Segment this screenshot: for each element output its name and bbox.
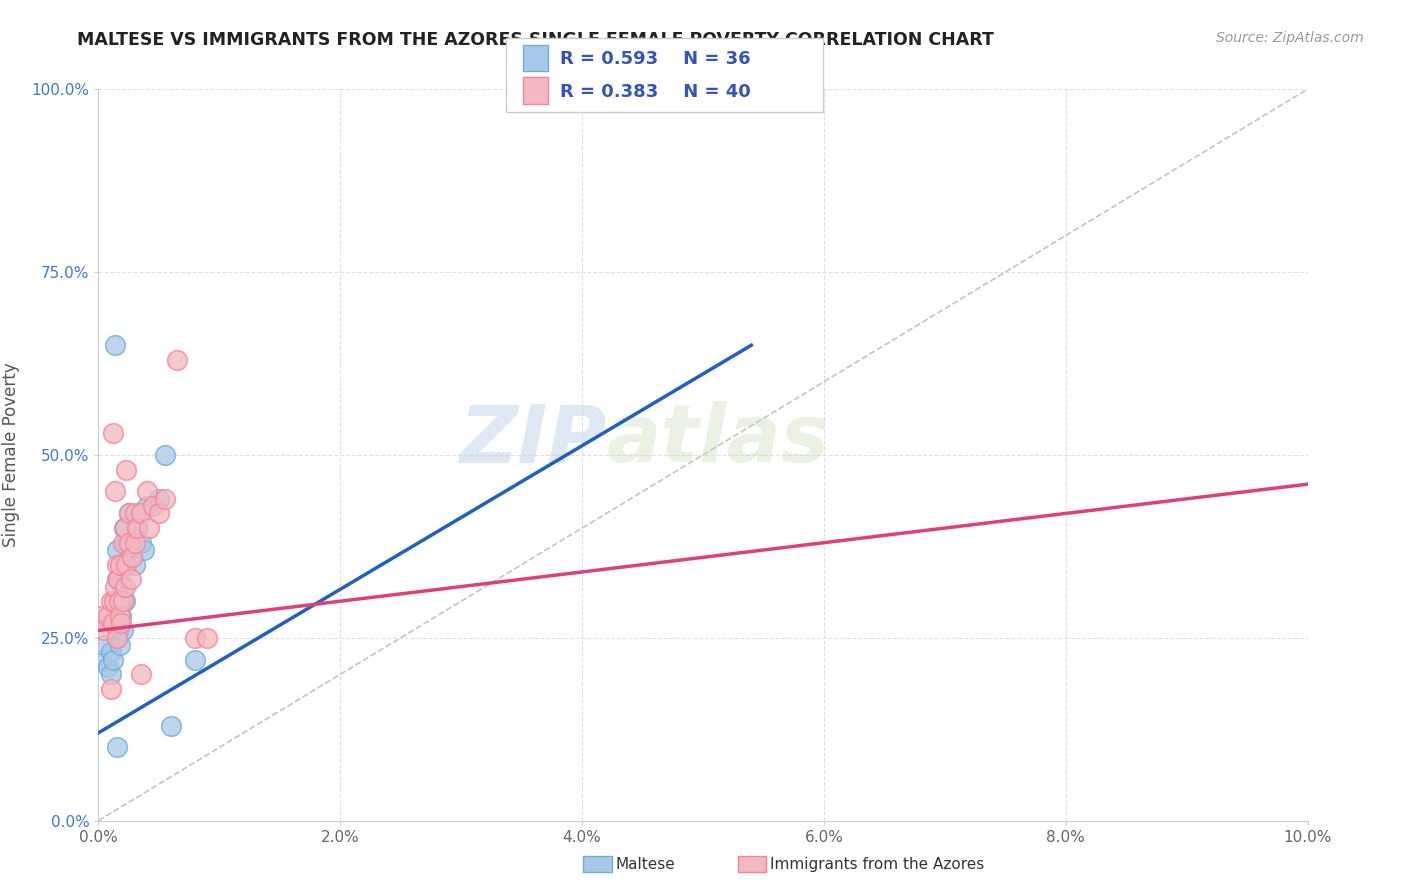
Point [111, 624, 134, 638]
Text: MALTESE VS IMMIGRANTS FROM THE AZORES SINGLE FEMALE POVERTY CORRELATION CHART: MALTESE VS IMMIGRANTS FROM THE AZORES SI… [77, 31, 994, 49]
Point [100, 645, 122, 659]
Point [104, 484, 127, 499]
Point [101, 616, 124, 631]
Point [112, 558, 135, 572]
Point [166, 352, 188, 367]
Point [148, 491, 170, 506]
Point [129, 667, 152, 681]
Text: R = 0.593    N = 36: R = 0.593 N = 36 [560, 50, 751, 68]
Point [118, 535, 141, 549]
Point [114, 580, 136, 594]
Point [110, 608, 132, 623]
Point [153, 448, 176, 462]
Point [112, 521, 135, 535]
Point [184, 653, 207, 667]
Point [195, 631, 218, 645]
Point [105, 558, 128, 572]
Point [118, 507, 141, 521]
Point [121, 550, 143, 565]
Point [108, 558, 131, 572]
Point [115, 535, 138, 549]
Point [148, 507, 170, 521]
Point [124, 535, 146, 549]
Point [101, 425, 124, 440]
Point [118, 550, 141, 565]
Point [121, 550, 143, 565]
Point [108, 624, 131, 638]
Point [108, 594, 131, 608]
Point [105, 572, 128, 586]
Y-axis label: Single Female Poverty: Single Female Poverty [3, 363, 20, 547]
Point [100, 594, 122, 608]
Point [97, 660, 120, 674]
Point [127, 521, 149, 535]
Point [100, 681, 122, 696]
Point [105, 543, 128, 558]
Point [142, 499, 165, 513]
Point [120, 572, 142, 586]
Point [138, 521, 160, 535]
Point [115, 462, 138, 476]
Point [93, 638, 115, 652]
Point [105, 631, 128, 645]
Point [104, 580, 127, 594]
Point [105, 740, 128, 755]
Point [135, 484, 157, 499]
Point [115, 558, 138, 572]
Text: ZIP: ZIP [458, 401, 606, 479]
Point [127, 521, 149, 535]
Text: Source: ZipAtlas.com: Source: ZipAtlas.com [1216, 31, 1364, 45]
Point [124, 558, 146, 572]
Text: Maltese: Maltese [616, 857, 675, 871]
Point [184, 631, 207, 645]
Point [108, 594, 131, 608]
Point [107, 616, 129, 631]
Point [134, 543, 156, 558]
Point [129, 535, 152, 549]
Point [108, 608, 131, 623]
Point [111, 594, 134, 608]
Point [114, 594, 136, 608]
Point [108, 638, 131, 652]
Point [100, 667, 122, 681]
Point [90, 653, 112, 667]
Point [135, 499, 157, 513]
Point [111, 535, 134, 549]
Point [114, 521, 136, 535]
Text: R = 0.383    N = 40: R = 0.383 N = 40 [560, 83, 751, 101]
Point [103, 594, 125, 608]
Point [118, 507, 141, 521]
Point [90, 608, 112, 623]
Point [124, 507, 146, 521]
Point [103, 594, 125, 608]
Text: Immigrants from the Azores: Immigrants from the Azores [770, 857, 984, 871]
Point [153, 491, 176, 506]
Point [107, 572, 129, 586]
Point [104, 338, 127, 352]
Point [160, 718, 183, 732]
Point [111, 580, 134, 594]
Point [105, 631, 128, 645]
Point [129, 507, 152, 521]
Point [93, 624, 115, 638]
Point [97, 608, 120, 623]
Point [101, 653, 124, 667]
Text: atlas: atlas [606, 401, 830, 479]
Point [104, 608, 127, 623]
Point [110, 616, 132, 631]
